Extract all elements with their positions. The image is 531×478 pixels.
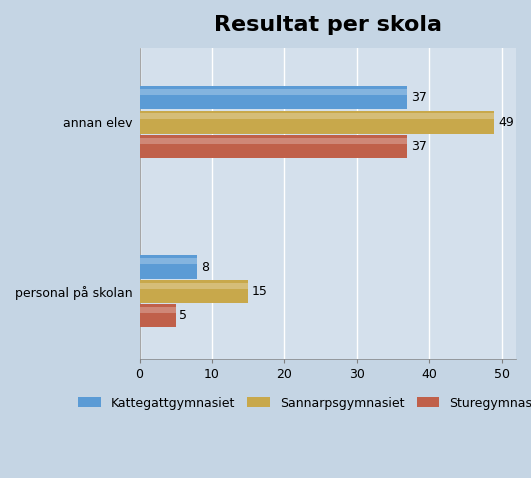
Bar bbox=[140, 307, 176, 313]
Text: 49: 49 bbox=[498, 116, 513, 129]
Bar bbox=[140, 259, 198, 264]
Bar bbox=[140, 283, 248, 289]
Text: 37: 37 bbox=[411, 140, 427, 153]
Bar bbox=[140, 89, 407, 95]
Title: Resultat per skola: Resultat per skola bbox=[214, 15, 442, 35]
Text: 8: 8 bbox=[201, 261, 209, 273]
Bar bbox=[140, 86, 407, 109]
Text: 5: 5 bbox=[179, 309, 187, 322]
Bar bbox=[140, 138, 407, 143]
Bar bbox=[140, 280, 248, 303]
Legend: Kattegattgymnasiet, Sannarpsgymnasiet, Sturegymnasiet: Kattegattgymnasiet, Sannarpsgymnasiet, S… bbox=[78, 397, 531, 410]
Bar bbox=[140, 135, 407, 158]
Text: 15: 15 bbox=[252, 285, 268, 298]
Bar bbox=[140, 110, 494, 134]
Bar bbox=[140, 113, 494, 119]
Bar bbox=[140, 255, 198, 279]
Bar bbox=[140, 304, 176, 327]
Text: 37: 37 bbox=[411, 91, 427, 104]
